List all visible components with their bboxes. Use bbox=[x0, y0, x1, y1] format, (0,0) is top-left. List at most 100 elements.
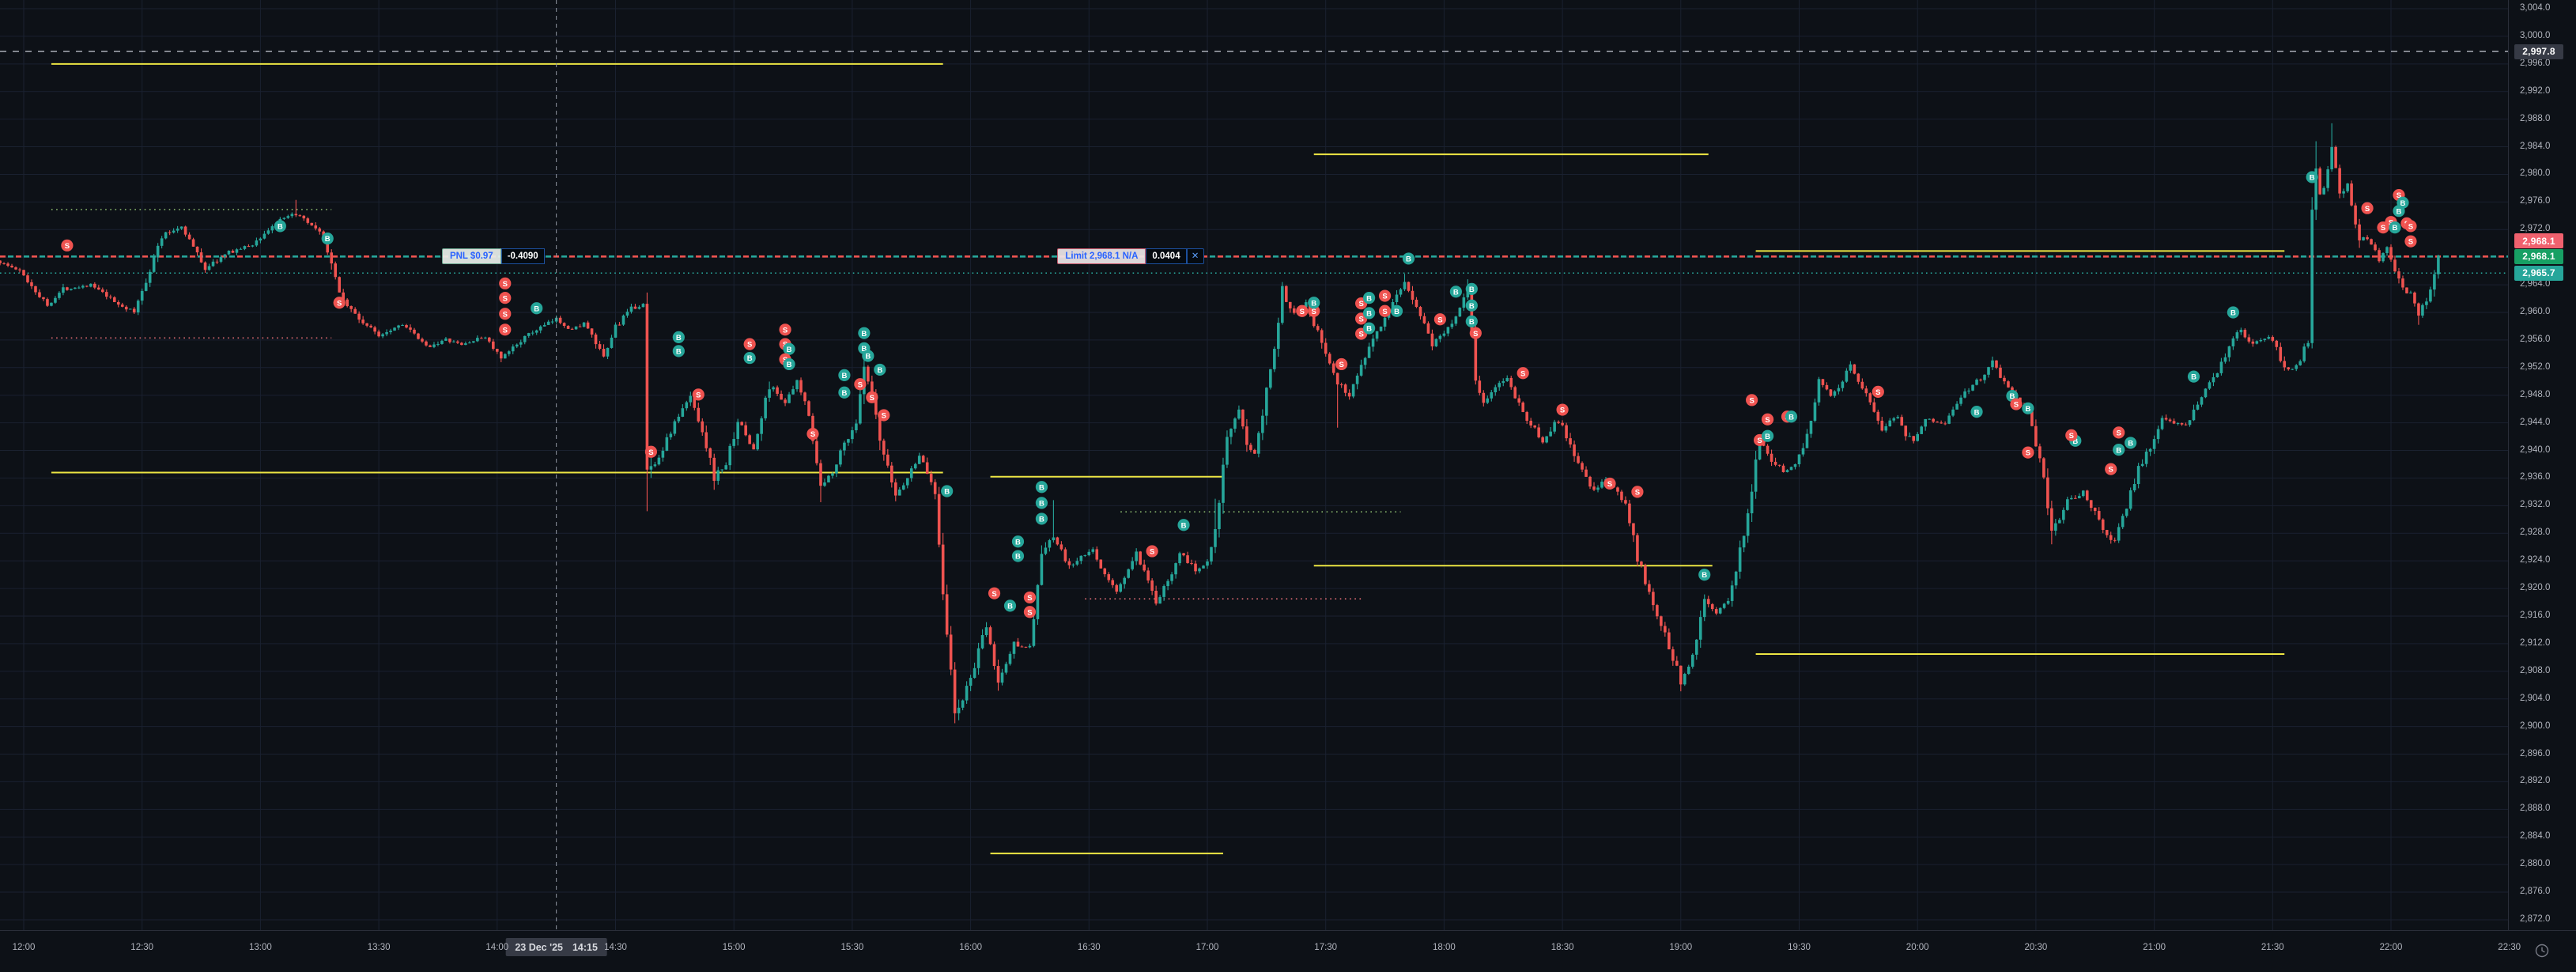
buy-marker[interactable]: B bbox=[1003, 599, 1017, 612]
sell-marker[interactable]: S bbox=[2105, 463, 2117, 475]
sell-marker[interactable]: S bbox=[499, 292, 512, 304]
buy-marker[interactable]: B bbox=[1177, 519, 1190, 531]
buy-marker[interactable]: B bbox=[1465, 315, 1478, 327]
time-axis[interactable]: 23 Dec '25 14:15 12:00 12:30 13:00 13:30 14:… bbox=[0, 930, 2576, 972]
sell-marker[interactable]: S bbox=[1378, 289, 1392, 302]
sell-marker[interactable]: S bbox=[2022, 446, 2034, 459]
buy-marker[interactable]: B bbox=[1390, 304, 1403, 317]
sell-marker[interactable]: S bbox=[1517, 367, 1529, 380]
buy-marker[interactable]: B bbox=[672, 345, 685, 357]
buy-marker[interactable]: B bbox=[1362, 322, 1376, 335]
svg-text:B: B bbox=[1469, 286, 1475, 294]
sell-marker[interactable]: S bbox=[1469, 327, 1482, 339]
sell-marker[interactable]: S bbox=[878, 409, 890, 422]
buy-marker[interactable]: B bbox=[1011, 550, 1025, 562]
sell-marker[interactable]: S bbox=[61, 239, 74, 252]
chart-canvas[interactable]: SBBSSSSSBSBBSSBSSBSBSBBSBBBBSSBSBSSBBBBB… bbox=[0, 0, 2508, 930]
position-pnl-value[interactable]: -0.4090 bbox=[500, 248, 545, 265]
buy-marker[interactable]: B bbox=[941, 485, 954, 497]
sell-marker[interactable]: S bbox=[1631, 486, 1644, 498]
sell-marker[interactable]: S bbox=[1746, 394, 1758, 407]
sell-marker[interactable]: S bbox=[333, 297, 346, 309]
limit-order-value[interactable]: 0.0404 bbox=[1146, 248, 1187, 265]
sell-marker[interactable]: S bbox=[1296, 304, 1309, 317]
buy-marker[interactable]: B bbox=[1035, 512, 1048, 525]
buy-marker[interactable]: B bbox=[2187, 370, 2200, 383]
buy-marker[interactable]: B bbox=[1011, 535, 1025, 548]
sell-marker[interactable]: S bbox=[2065, 429, 2078, 441]
svg-text:B: B bbox=[841, 372, 847, 380]
position-pnl-text[interactable]: PNL $0.97 bbox=[441, 248, 501, 265]
sell-marker[interactable]: S bbox=[1378, 304, 1392, 317]
buy-marker[interactable]: B bbox=[2125, 437, 2137, 449]
buy-marker[interactable]: B bbox=[274, 220, 286, 233]
sell-marker[interactable]: S bbox=[2404, 220, 2417, 233]
sell-marker[interactable]: S bbox=[1603, 477, 1616, 490]
timezone-clock-icon[interactable] bbox=[2533, 942, 2551, 959]
sell-marker[interactable]: S bbox=[2404, 235, 2417, 248]
buy-marker[interactable]: B bbox=[1970, 406, 1983, 418]
sell-marker[interactable]: S bbox=[644, 445, 658, 458]
sell-marker[interactable]: S bbox=[499, 323, 512, 336]
price-axis[interactable]: 3,004.0 3,000.0 2,996.0 2,992.0 2,988.0 2,984… bbox=[2508, 0, 2576, 930]
sell-marker[interactable]: S bbox=[1146, 545, 1158, 558]
sell-marker[interactable]: S bbox=[2113, 426, 2125, 439]
buy-marker[interactable]: B bbox=[1308, 297, 1320, 309]
buy-marker[interactable]: B bbox=[2393, 205, 2405, 217]
sell-marker[interactable]: S bbox=[499, 277, 512, 289]
svg-text:S: S bbox=[1358, 300, 1363, 308]
sell-marker[interactable]: S bbox=[1335, 357, 1348, 371]
crosshair-date: 23 Dec '25 bbox=[515, 941, 563, 953]
buy-marker[interactable]: B bbox=[874, 363, 886, 376]
buy-marker[interactable]: B bbox=[783, 357, 795, 371]
sell-marker[interactable]: S bbox=[1308, 304, 1320, 317]
chart-plot-area[interactable]: SBBSSSSSBSBBSSBSSBSBSBBSBBBBSSBSBSSBBBBB… bbox=[0, 0, 2508, 930]
sell-marker[interactable]: S bbox=[1023, 591, 1037, 604]
buy-marker[interactable]: B bbox=[2389, 221, 2401, 234]
sell-marker[interactable]: S bbox=[743, 338, 756, 350]
buy-marker[interactable]: B bbox=[838, 386, 851, 399]
sell-marker[interactable]: S bbox=[1433, 313, 1447, 326]
buy-marker[interactable]: B bbox=[1362, 307, 1376, 320]
sell-marker[interactable]: S bbox=[866, 391, 878, 403]
sell-marker[interactable]: S bbox=[1761, 413, 1774, 425]
buy-marker[interactable]: B bbox=[1698, 569, 1711, 581]
buy-marker[interactable]: B bbox=[1402, 252, 1415, 265]
buy-marker[interactable]: B bbox=[672, 331, 685, 344]
sell-marker[interactable]: S bbox=[1023, 606, 1037, 618]
buy-marker[interactable]: B bbox=[1035, 497, 1048, 509]
sell-marker[interactable]: S bbox=[806, 427, 819, 441]
sell-marker[interactable]: S bbox=[2361, 202, 2374, 214]
sell-marker[interactable]: S bbox=[2377, 221, 2389, 234]
sell-marker[interactable]: S bbox=[988, 587, 1001, 599]
sell-marker[interactable]: S bbox=[2010, 398, 2023, 410]
buy-marker[interactable]: B bbox=[2227, 306, 2239, 319]
buy-marker[interactable]: B bbox=[531, 302, 543, 315]
position-pnl-label[interactable]: PNL $0.97 -0.4090 bbox=[441, 248, 545, 265]
buy-marker[interactable]: B bbox=[1785, 410, 1798, 423]
sell-marker[interactable]: S bbox=[1556, 403, 1569, 416]
buy-marker[interactable]: B bbox=[862, 350, 874, 362]
buy-marker[interactable]: B bbox=[743, 351, 756, 365]
buy-marker[interactable]: B bbox=[2113, 444, 2125, 456]
sell-marker[interactable]: S bbox=[499, 308, 512, 320]
sell-marker[interactable]: S bbox=[854, 378, 867, 391]
sell-marker[interactable]: S bbox=[692, 388, 704, 401]
buy-marker[interactable]: B bbox=[838, 369, 851, 382]
sell-marker[interactable]: S bbox=[779, 323, 791, 336]
buy-marker[interactable]: B bbox=[1362, 292, 1376, 304]
buy-marker[interactable]: B bbox=[2306, 171, 2318, 183]
buy-marker[interactable]: B bbox=[1035, 481, 1048, 494]
buy-marker[interactable]: B bbox=[858, 327, 871, 339]
buy-marker[interactable]: B bbox=[783, 342, 795, 355]
buy-marker[interactable]: B bbox=[1465, 282, 1478, 295]
buy-marker[interactable]: B bbox=[1465, 299, 1478, 312]
limit-order-text[interactable]: Limit 2,968.1 N/A bbox=[1057, 248, 1146, 265]
buy-marker[interactable]: B bbox=[1449, 286, 1462, 298]
buy-marker[interactable]: B bbox=[1761, 429, 1774, 442]
buy-marker[interactable]: B bbox=[321, 233, 334, 245]
limit-order-label[interactable]: Limit 2,968.1 N/A 0.0404 ✕ bbox=[1057, 248, 1204, 265]
buy-marker[interactable]: B bbox=[2022, 402, 2034, 414]
sell-marker[interactable]: S bbox=[1872, 385, 1884, 398]
limit-order-close-icon[interactable]: ✕ bbox=[1186, 248, 1204, 265]
